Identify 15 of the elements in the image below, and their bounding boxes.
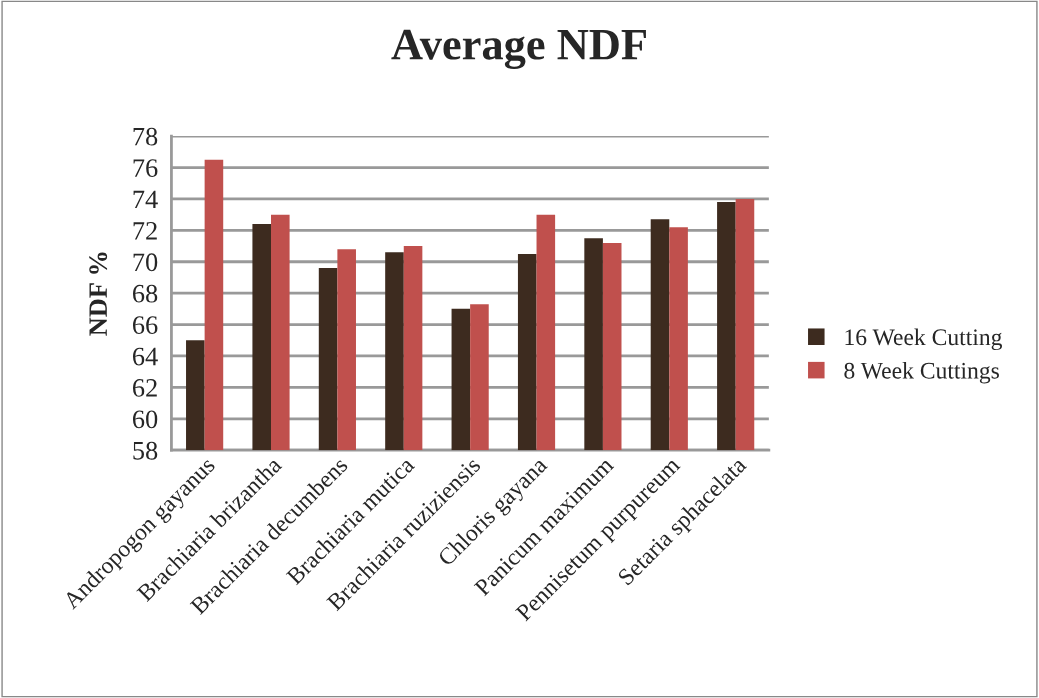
y-tick-label: 58	[133, 441, 158, 460]
legend-label: 8 Week Cuttings	[844, 362, 999, 384]
y-tick-label: 62	[132, 379, 157, 397]
y-axis-title: NDF %	[89, 252, 108, 336]
y-tick-label: 66	[132, 316, 158, 334]
y-tick-label: 74	[133, 190, 158, 209]
y-tick-label: 72	[133, 222, 157, 240]
y-tick-label: 76	[133, 159, 158, 177]
y-tick-label: 68	[132, 284, 158, 303]
y-tick-label: 78	[133, 127, 158, 146]
legend-label: 16 Week Cutting	[845, 328, 1003, 351]
chart-title: Average NDF	[391, 29, 646, 70]
y-tick-label: 60	[132, 410, 158, 429]
y-tick-label: 70	[133, 253, 158, 272]
y-tick-label: 64	[132, 347, 158, 366]
